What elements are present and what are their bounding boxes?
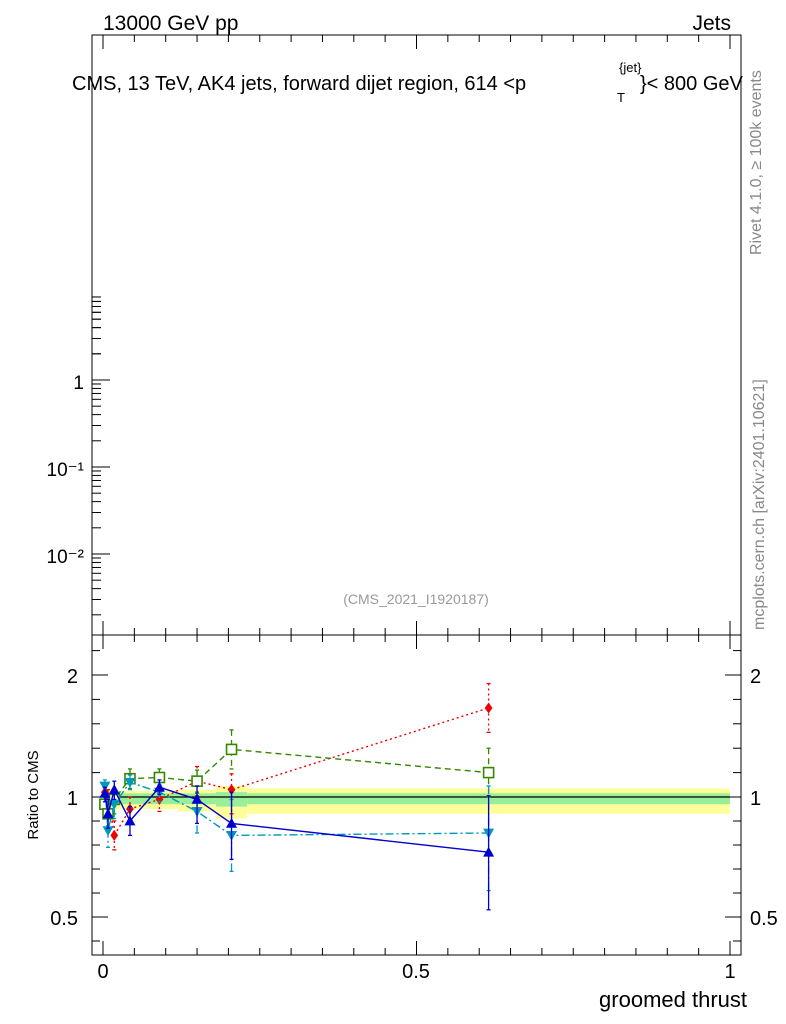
data-point-triangle-up <box>191 793 203 804</box>
xtick-label-0.5: 0.5 <box>402 961 430 983</box>
plot-title: CMS, 13 TeV, AK4 jets, forward dijet reg… <box>72 60 744 105</box>
data-point-diamond <box>484 702 493 714</box>
data-point-triangle-up <box>153 781 165 792</box>
x-axis-label: groomed thrust <box>599 987 747 1012</box>
ratio-y-tick-labels-right: 0.5 1 2 <box>750 666 778 930</box>
data-point-triangle-up <box>226 817 238 828</box>
x-tick-labels: 0 0.5 1 <box>97 961 735 983</box>
category-label: Jets <box>692 12 731 35</box>
ratio-ytick-label-right-2: 2 <box>750 666 761 688</box>
series-diamond <box>101 682 493 851</box>
main-panel-y-tick-labels: 1 10⁻¹ 10⁻² <box>47 373 85 568</box>
data-point-triangle-up <box>99 787 111 798</box>
title-subscript: T <box>617 90 625 105</box>
main-panel-ticks <box>92 35 731 635</box>
ratio-ytick-label-0.5: 0.5 <box>50 908 78 930</box>
rivet-version-label: Rivet 4.1.0, ≥ 100k events <box>748 70 765 255</box>
band-inner-segment <box>121 793 141 805</box>
ratio-ytick-label-right-1: 1 <box>750 788 761 810</box>
ratio-y-axis-label: Ratio to CMS <box>25 750 42 839</box>
title-superscript: {jet} <box>619 60 642 75</box>
main-ytick-label-2: 10⁻¹ <box>47 460 85 481</box>
data-point-triangle-up <box>483 846 495 857</box>
xtick-label-1: 1 <box>724 961 735 983</box>
title-suffix: }< 800 GeV <box>640 73 744 95</box>
data-point-square <box>191 775 203 787</box>
main-ytick-label-3: 10⁻² <box>47 547 85 568</box>
xtick-label-0: 0 <box>97 961 108 983</box>
ratio-ytick-label-right-0.5: 0.5 <box>750 908 778 930</box>
title-prefix: CMS, 13 TeV, AK4 jets, forward dijet reg… <box>72 73 526 95</box>
series-line <box>104 786 489 853</box>
data-point-triangle-down <box>99 781 111 792</box>
data-point-square <box>482 766 495 779</box>
energy-label: 13000 GeV pp <box>103 12 238 35</box>
ratio-y-tick-labels-left: 0.5 1 2 <box>50 666 78 930</box>
data-point-triangle-up <box>102 808 114 819</box>
mcplots-label: mcplots.cern.ch [arXiv:2401.10621] <box>751 379 768 630</box>
data-point-square <box>225 743 238 756</box>
data-point-triangle-down <box>102 826 114 837</box>
data-point-triangle-up <box>124 815 136 826</box>
analysis-id-label: (CMS_2021_I1920187) <box>343 591 489 607</box>
ratio-ytick-label-1: 1 <box>67 788 78 810</box>
main-panel-frame <box>91 34 742 636</box>
series-line <box>104 707 489 838</box>
data-point-triangle-down <box>124 777 136 788</box>
ratio-ytick-label-2: 2 <box>67 666 78 688</box>
main-ytick-label-1: 1 <box>73 373 84 394</box>
data-point-diamond <box>110 829 119 841</box>
data-point-triangle-up <box>108 784 120 795</box>
series-line <box>104 781 489 837</box>
mc-series <box>99 682 495 911</box>
ratio-panel-ticks <box>92 635 741 955</box>
series-triangle-up <box>99 779 495 911</box>
